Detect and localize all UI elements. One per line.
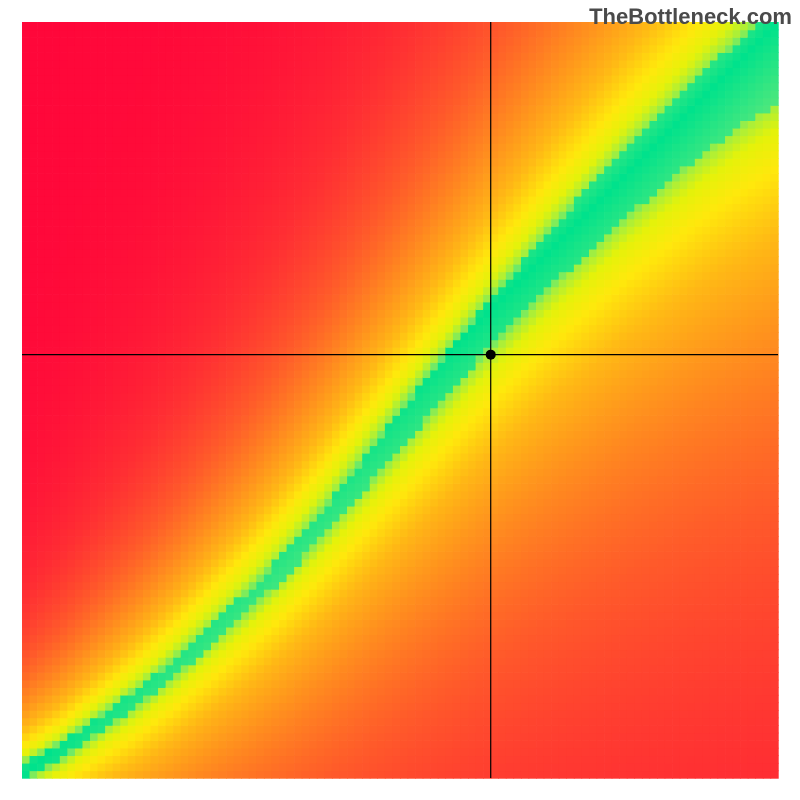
watermark-text: TheBottleneck.com: [589, 4, 792, 30]
chart-container: TheBottleneck.com: [0, 0, 800, 800]
bottleneck-heatmap: [0, 0, 800, 800]
